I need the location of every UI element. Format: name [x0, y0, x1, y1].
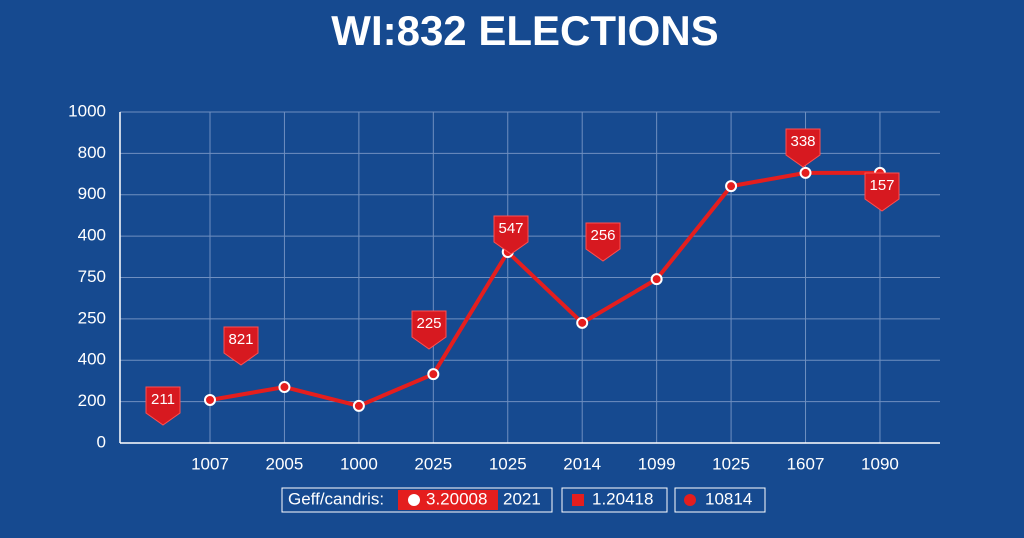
legend-label: 10814 [705, 489, 752, 508]
legend-marker [684, 494, 696, 506]
x-tick-label: 1099 [638, 454, 676, 473]
x-tick-label: 1025 [712, 454, 750, 473]
y-tick-label: 800 [78, 143, 106, 162]
point [278, 381, 291, 394]
y-tick-label: 250 [78, 308, 106, 327]
y-tick-label: 0 [97, 432, 106, 451]
x-tick-label: 1090 [861, 454, 899, 473]
x-tick-label: 1007 [191, 454, 229, 473]
annotation: 225 [416, 315, 441, 332]
x-tick-label: 2005 [266, 454, 304, 473]
y-tick-label: 1000 [68, 101, 106, 120]
y-tick-label: 900 [78, 184, 106, 203]
legend-title: Geff/candris: [288, 489, 384, 508]
y-tick-label: 750 [78, 267, 106, 286]
callout [585, 222, 621, 262]
callout [493, 215, 529, 255]
x-tick-label: 2025 [414, 454, 452, 473]
y-tick-label: 200 [78, 391, 106, 410]
legend-box [281, 487, 553, 513]
legend-box [674, 487, 766, 513]
annotation: 256 [590, 227, 615, 244]
annotation: 338 [790, 133, 815, 150]
annotation: 821 [228, 331, 253, 348]
point [799, 166, 812, 179]
legend-swatch [398, 490, 498, 510]
point [725, 180, 738, 193]
annotation: 547 [498, 220, 523, 237]
point [427, 368, 440, 381]
x-tick-label: 1025 [489, 454, 527, 473]
x-tick-label: 2014 [563, 454, 601, 473]
legend-box [561, 487, 668, 513]
y-tick-label: 400 [78, 226, 106, 245]
callout [864, 172, 900, 212]
callout [145, 386, 181, 426]
x-tick-label: 1000 [340, 454, 378, 473]
point [352, 399, 365, 412]
annotation: 157 [869, 177, 894, 194]
annotation: 211 [151, 391, 175, 408]
legend-label: 2021 [503, 489, 541, 508]
point [650, 273, 663, 286]
legend-swatch [572, 494, 584, 506]
callout [785, 128, 821, 168]
y-tick-label: 400 [78, 350, 106, 369]
point [204, 393, 216, 406]
legend-marker [408, 494, 420, 506]
legend-label: 1.20418 [592, 489, 653, 508]
legend-label: 3.20008 [426, 489, 487, 508]
callout [411, 310, 447, 350]
line [209, 170, 880, 408]
chart-title: WI:832 ELECTIONS [331, 7, 718, 54]
point [576, 316, 589, 329]
x-tick-label: 1607 [787, 454, 825, 473]
callout [223, 326, 259, 366]
